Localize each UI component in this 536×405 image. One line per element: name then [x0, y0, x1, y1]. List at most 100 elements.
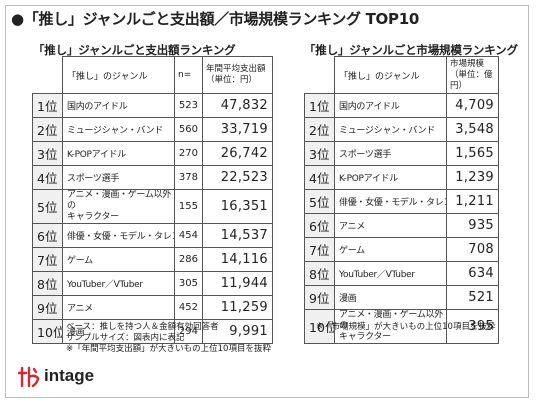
rank-cell: 7位 — [304, 237, 335, 262]
header-value: 年間平均支出額 （単位：円） — [202, 56, 273, 94]
rank-cell: 1位 — [304, 93, 335, 118]
genre-cell: ゲーム — [62, 247, 175, 272]
header-genre: 「推し」のジャンル — [62, 56, 175, 94]
value-cell: 11,259 — [202, 295, 273, 320]
value-cell: 3,548 — [446, 117, 499, 142]
value-cell: 4,709 — [446, 93, 499, 118]
value-cell: 9,991 — [202, 319, 273, 344]
note-line: ※「市場規模」が大きいもの上位10項目を抜粋 — [316, 322, 496, 332]
table-row: 1位 国内のアイドル 4,709 — [304, 93, 499, 118]
n-cell: 270 — [174, 141, 203, 166]
n-cell: 523 — [174, 93, 203, 118]
rank-cell: 2位 — [304, 117, 335, 142]
genre-cell: ミュージシャン・バンド — [334, 117, 447, 142]
genre-cell: ゲーム — [334, 237, 447, 262]
genre-cell: アニメ — [62, 295, 175, 320]
rank-cell: 3位 — [32, 141, 63, 166]
value-cell: 14,116 — [202, 247, 273, 272]
spending-ranking-table: 「推し」のジャンル n= 年間平均支出額 （単位：円） 1位 国内のアイドル 523 47,8… — [32, 56, 273, 344]
genre-cell: 俳優・女優・モデル・タレント — [334, 189, 447, 214]
genre-cell: 国内のアイドル — [62, 93, 175, 118]
table-row: 7位 ゲーム 708 — [304, 237, 499, 262]
header-value: 市場規模 （単位：億円） — [446, 56, 499, 94]
table-row: 3位 K-POPアイドル 270 26,742 — [32, 141, 273, 166]
value-cell: 634 — [446, 261, 499, 286]
genre-cell: アニメ・漫画・ゲーム以外の キャラクター — [62, 189, 175, 224]
rank-cell: 4位 — [304, 165, 335, 190]
genre-cell: 俳優・女優・モデル・タレント — [62, 223, 175, 248]
rank-cell: 8位 — [32, 271, 63, 296]
rank-cell: 10位 — [304, 309, 335, 344]
value-cell: 47,832 — [202, 93, 273, 118]
value-cell: 33,719 — [202, 117, 273, 142]
n-cell: 155 — [174, 189, 203, 224]
genre-cell: アニメ — [334, 213, 447, 238]
genre-cell: ミュージシャン・バンド — [62, 117, 175, 142]
n-cell: 454 — [174, 223, 203, 248]
genre-cell: 漫画 — [62, 319, 175, 344]
table-row: 3位 スポーツ選手 1,565 — [304, 141, 499, 166]
value-cell: 708 — [446, 237, 499, 262]
table-row: 10位漫画2949,991 — [32, 319, 273, 344]
header-n: n= — [174, 56, 203, 94]
genre-cell: 漫画 — [334, 285, 447, 310]
left-table-notes: ベース：推しを持つ人＆金額有効回答者 サンプルサイズ：図表内に表記 ※「年間平均支出… — [66, 322, 271, 355]
right-table-notes: ※「市場規模」が大きいもの上位10項目を抜粋 — [316, 322, 495, 333]
n-cell: 452 — [174, 295, 203, 320]
table-row: 4位 スポーツ選手 378 22,523 — [32, 165, 273, 190]
table-row: 1位 国内のアイドル 523 47,832 — [32, 93, 273, 118]
genre-cell: YouTuber／VTuber — [62, 271, 175, 296]
genre-cell: YouTuber／VTuber — [334, 261, 447, 286]
table-row: 8位 YouTuber／VTuber 634 — [304, 261, 499, 286]
value-cell: 935 — [446, 213, 499, 238]
value-cell: 1,211 — [446, 189, 499, 214]
rank-cell: 1位 — [32, 93, 63, 118]
left-table-subtitle: 「推し」ジャンルごと支出額ランキング — [33, 43, 236, 57]
rank-cell: 3位 — [304, 141, 335, 166]
rank-cell: 2位 — [32, 117, 63, 142]
rank-cell: 9位 — [32, 295, 63, 320]
value-cell: 11,944 — [202, 271, 273, 296]
rank-cell: 5位 — [304, 189, 335, 214]
rank-cell: 9位 — [304, 285, 335, 310]
intage-logo-mark-icon — [18, 366, 40, 388]
value-cell: 395 — [446, 309, 499, 344]
value-cell: 1,565 — [446, 141, 499, 166]
n-cell: 305 — [174, 271, 203, 296]
rank-cell: 4位 — [32, 165, 63, 190]
n-cell: 560 — [174, 117, 203, 142]
header-blank-cell — [32, 56, 63, 94]
right-table-subtitle: 「推し」ジャンルごと市場規模ランキング — [304, 43, 518, 57]
rank-cell: 10位 — [32, 319, 63, 344]
note-line: ベース：推しを持つ人＆金額有効回答者 — [66, 322, 219, 332]
genre-cell: K-POPアイドル — [62, 141, 175, 166]
header-genre: 「推し」のジャンル — [334, 56, 447, 94]
genre-cell: スポーツ選手 — [62, 165, 175, 190]
genre-cell: アニメ・漫画・ゲーム以外の キャラクター — [334, 309, 447, 344]
note-line: サンプルサイズ：図表内に表記 — [66, 333, 185, 343]
value-cell: 16,351 — [202, 189, 273, 224]
note-line: ※「年間平均支出額」が大きいもの上位10項目を抜粋 — [66, 344, 271, 354]
table-row: 5位 アニメ・漫画・ゲーム以外の キャラクター 155 16,351 — [32, 189, 273, 224]
table-row: 9位 漫画 521 — [304, 285, 499, 310]
table-row: 9位 アニメ 452 11,259 — [32, 295, 273, 320]
table-row: 7位 ゲーム 286 14,116 — [32, 247, 273, 272]
figure-title: ●「推し」ジャンルごと支出額／市場規模ランキング TOP10 — [11, 10, 419, 28]
rank-cell: 8位 — [304, 261, 335, 286]
rank-cell: 5位 — [32, 189, 63, 224]
genre-cell: 国内のアイドル — [334, 93, 447, 118]
value-cell: 1,239 — [446, 165, 499, 190]
value-cell: 26,742 — [202, 141, 273, 166]
table-header-row: 「推し」のジャンル n= 年間平均支出額 （単位：円） — [32, 56, 273, 94]
table-row: 2位 ミュージシャン・バンド 3,548 — [304, 117, 499, 142]
genre-cell: スポーツ選手 — [334, 141, 447, 166]
table-header-row: 「推し」のジャンル 市場規模 （単位：億円） — [304, 56, 499, 94]
genre-cell: K-POPアイドル — [334, 165, 447, 190]
rank-cell: 7位 — [32, 247, 63, 272]
table-row: 8位 YouTuber／VTuber 305 11,944 — [32, 271, 273, 296]
value-cell: 14,537 — [202, 223, 273, 248]
market-size-ranking-table: 「推し」のジャンル 市場規模 （単位：億円） 1位 国内のアイドル 4,709 2位 ミュージ… — [304, 56, 499, 344]
